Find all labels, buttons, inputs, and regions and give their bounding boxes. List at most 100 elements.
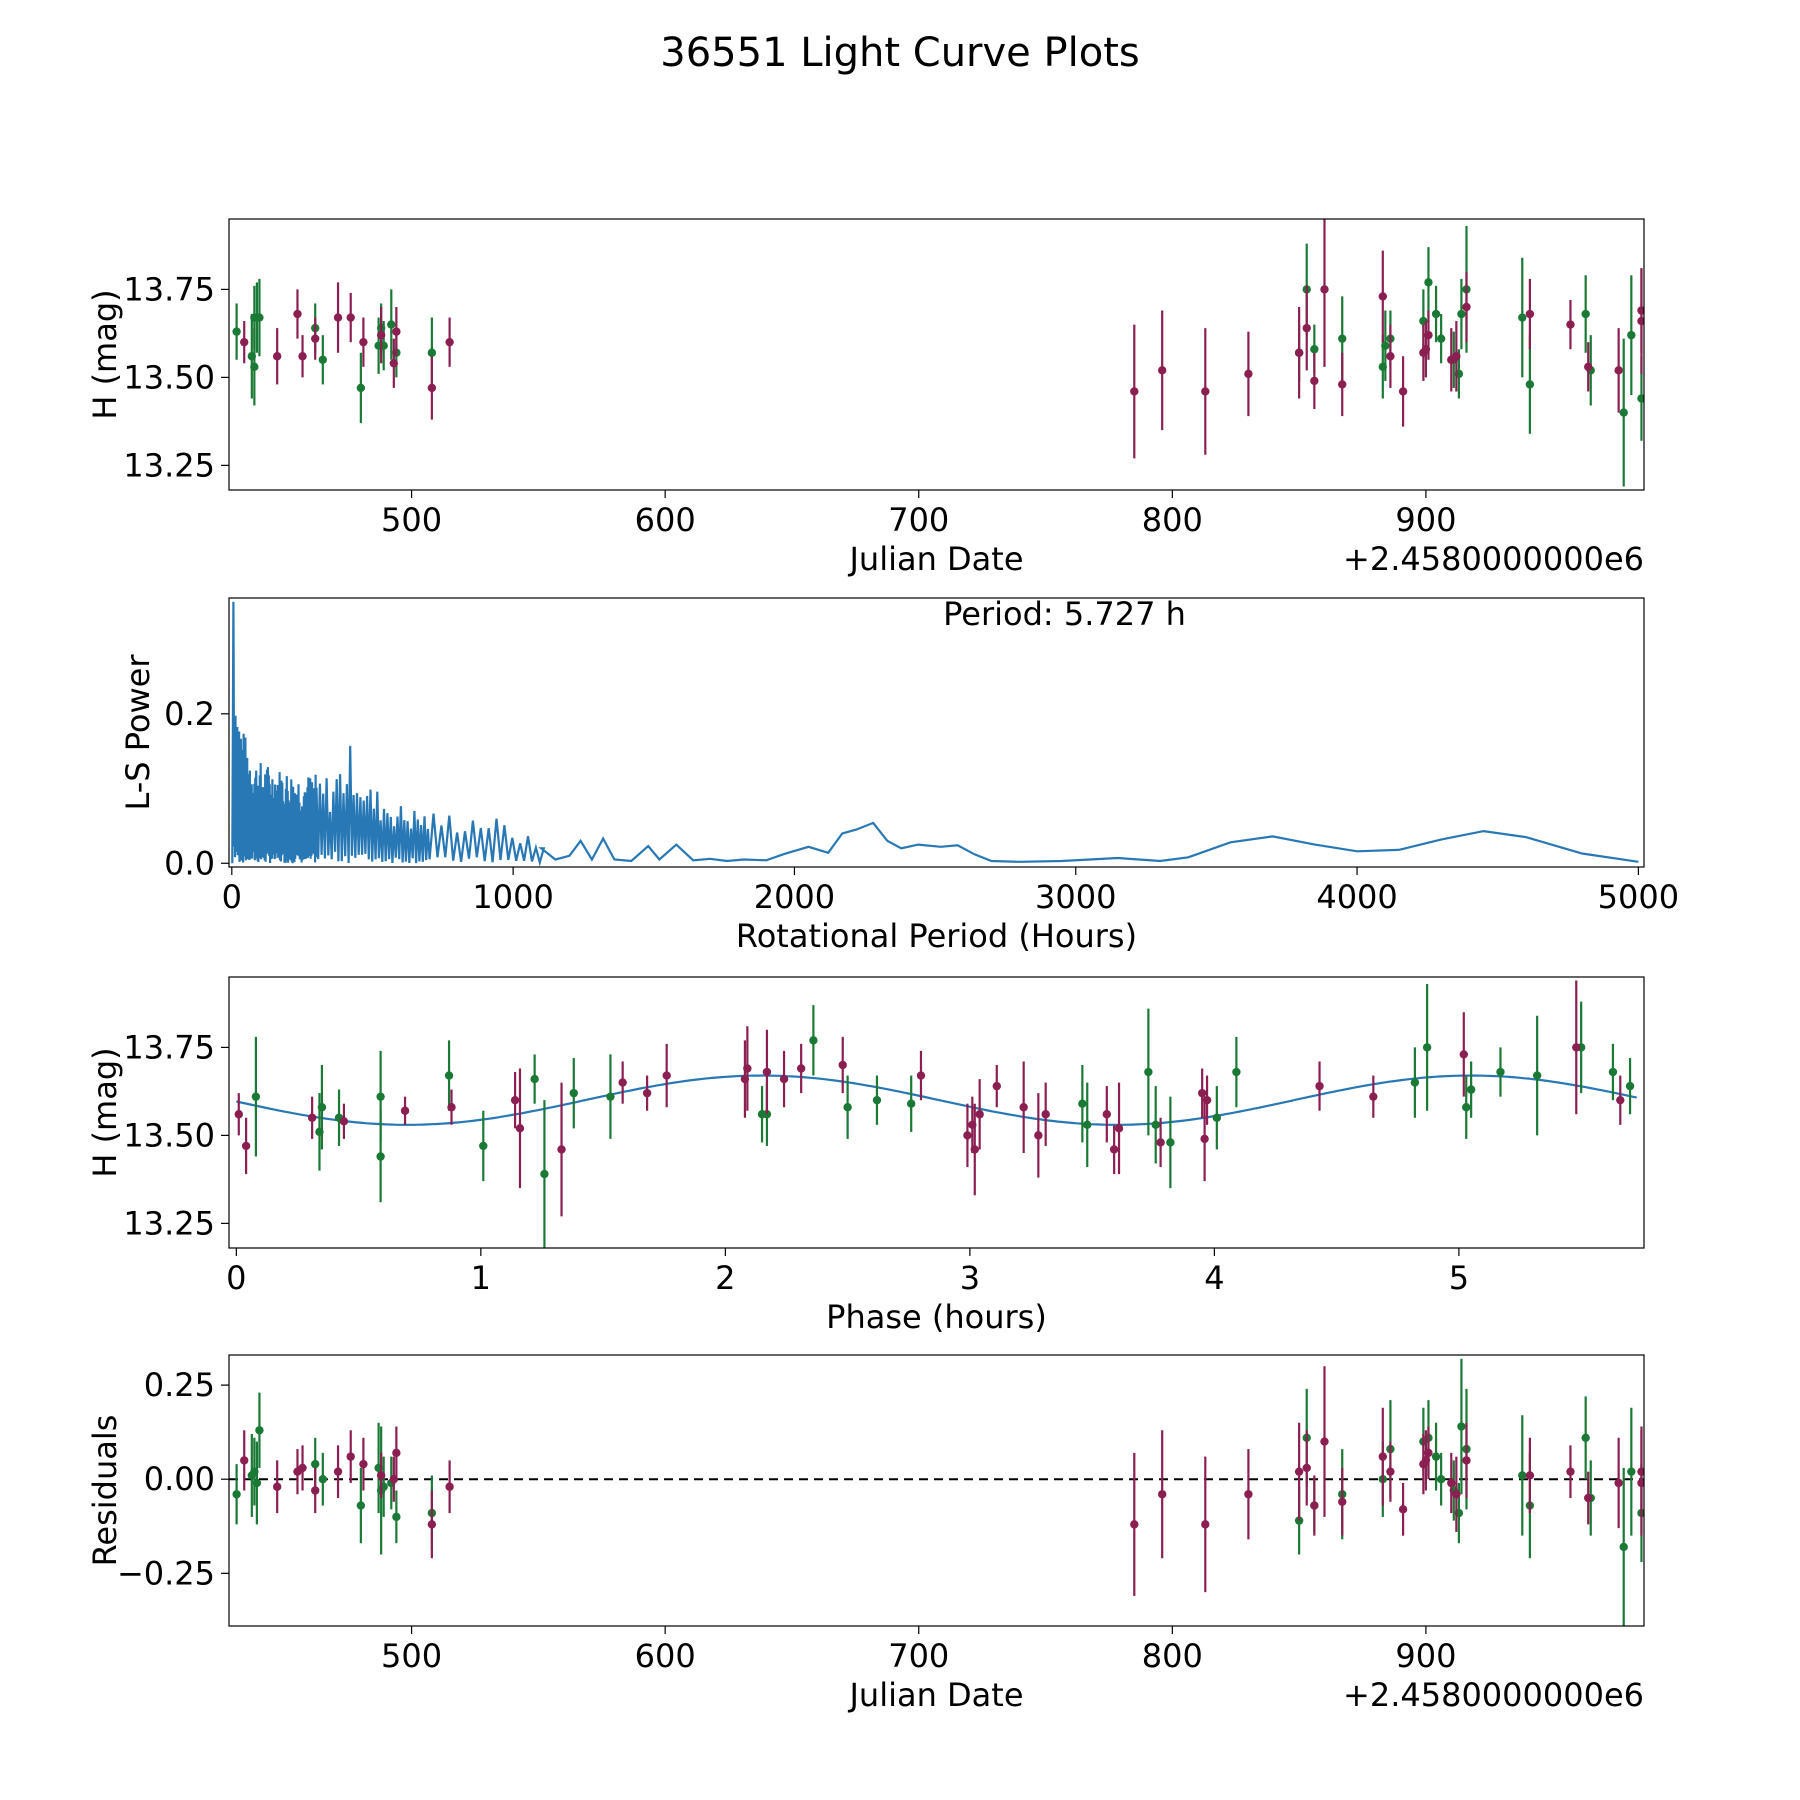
periodogram-panel: 0 1000 2000 3000 4000 5000 0.0 0.2 Rotational Pe… [119, 595, 1679, 955]
data-point [510, 1095, 520, 1105]
data-point [515, 1124, 525, 1133]
data-point [255, 1426, 264, 1435]
residuals-series-g [232, 1358, 1644, 1626]
x-tick-label: 3 [960, 1259, 980, 1297]
data-point [1424, 330, 1433, 340]
data-point [445, 337, 454, 347]
data-point [479, 1141, 488, 1151]
data-point [272, 352, 282, 361]
data-point [427, 348, 437, 357]
data-point [272, 1482, 282, 1491]
data-point [1525, 1471, 1535, 1480]
data-point [387, 320, 396, 329]
data-point [1452, 352, 1461, 361]
y-tick-label: 0.2 [164, 695, 215, 733]
data-point [1462, 1103, 1471, 1112]
y-tick-label: 13.75 [123, 270, 215, 308]
lightcurve-axes-frame [228, 218, 1645, 491]
data-point [250, 362, 259, 372]
data-point [1457, 309, 1466, 319]
data-point [232, 327, 241, 336]
phased-axes-frame [228, 976, 1645, 1249]
phased-plot-area [234, 980, 1637, 1248]
data-point [1244, 369, 1253, 379]
x-offset-text: +2.4580000000e6 [1343, 540, 1644, 578]
x-tick-label: 4 [1204, 1259, 1224, 1297]
y-axis-label: L-S Power [119, 654, 157, 811]
data-point [1452, 1490, 1461, 1499]
data-point [1310, 345, 1319, 354]
data-point [252, 1478, 262, 1488]
data-point [333, 1467, 343, 1476]
data-point [970, 1145, 979, 1154]
data-point [1320, 1437, 1329, 1446]
data-point [1637, 306, 1644, 315]
x-tick-label: 2 [715, 1259, 735, 1297]
data-point [241, 1141, 251, 1151]
data-point [809, 1036, 818, 1045]
data-point [1447, 1478, 1456, 1488]
data-point [1431, 1452, 1441, 1461]
y-tick-label: 13.50 [123, 358, 215, 396]
data-point [240, 1456, 249, 1465]
x-tick-label: 0 [222, 878, 242, 916]
data-point [1294, 348, 1304, 357]
data-point [1608, 1067, 1618, 1077]
data-point [1619, 1542, 1628, 1552]
y-axis-label: H (mag) [86, 289, 124, 419]
data-point [234, 1110, 243, 1119]
lightcurve-panel: 500 600 700 800 900 13.25 13.50 13.75 Julian Dat… [86, 218, 1645, 578]
data-point [762, 1067, 772, 1077]
x-axis-label: Julian Date [847, 540, 1023, 578]
data-point [232, 1490, 241, 1499]
x-tick-label: 600 [635, 501, 696, 539]
y-tick-label: 0.0 [164, 844, 215, 882]
phased-panel: 0 1 2 3 4 5 13.25 13.50 13.75 Phase (hours) H (mag… [86, 976, 1645, 1336]
data-point [356, 1501, 366, 1510]
data-point [1424, 278, 1433, 287]
data-point [1157, 1490, 1167, 1499]
data-point [1584, 362, 1593, 372]
data-point [1462, 1456, 1471, 1465]
data-point [311, 334, 320, 343]
data-point [318, 1475, 328, 1484]
data-point [311, 1486, 320, 1495]
data-point [1525, 309, 1535, 319]
data-point [843, 1103, 852, 1112]
x-tick-label: 5 [1449, 1259, 1469, 1297]
data-point [298, 352, 307, 361]
data-point [339, 1117, 349, 1126]
x-tick-label: 3000 [1035, 878, 1116, 916]
data-point [606, 1092, 615, 1101]
y-tick-label: 13.50 [123, 1116, 215, 1154]
x-tick-label: 700 [888, 501, 949, 539]
x-tick-label: 4000 [1316, 878, 1397, 916]
data-point [1518, 1471, 1527, 1480]
x-tick-label: 600 [635, 1637, 696, 1675]
data-point [1019, 1103, 1028, 1112]
data-point [1130, 1520, 1139, 1529]
x-offset-text: +2.4580000000e6 [1343, 1676, 1644, 1714]
data-point [1422, 1043, 1432, 1052]
data-point [1614, 366, 1623, 375]
data-point [1109, 1145, 1119, 1154]
figure-title: 36551 Light Curve Plots [660, 30, 1139, 76]
lightcurve-plot-area [232, 219, 1644, 487]
phased-series-g [251, 984, 1635, 1248]
data-point [1462, 302, 1471, 312]
data-point [1144, 1067, 1153, 1077]
data-point [1338, 334, 1347, 343]
data-point [1156, 1138, 1165, 1147]
data-point [445, 1482, 454, 1491]
data-point [1200, 1134, 1209, 1144]
periodogram-plot-area [231, 601, 1639, 867]
residuals-series-r [240, 1366, 1644, 1596]
data-point [963, 1131, 972, 1140]
data-point [1102, 1110, 1112, 1119]
data-point [1566, 1467, 1575, 1476]
data-point [1532, 1071, 1542, 1080]
data-point [1581, 1433, 1590, 1443]
x-axis-label: Julian Date [847, 1676, 1023, 1714]
x-tick-label: 5000 [1598, 878, 1679, 916]
